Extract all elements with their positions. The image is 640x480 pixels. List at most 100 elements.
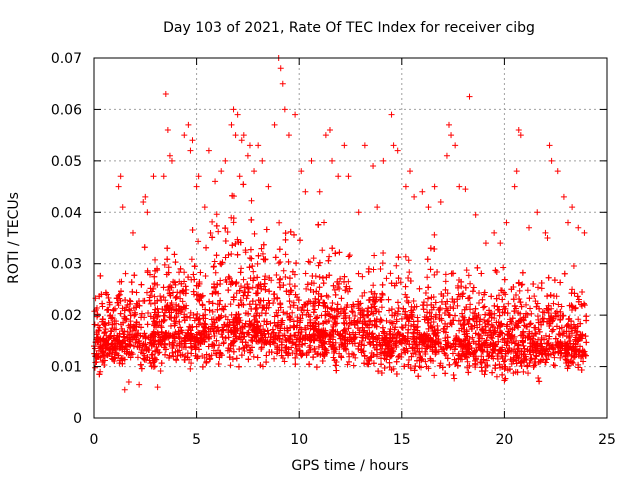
data-point: [510, 370, 517, 377]
data-point: [329, 245, 336, 252]
data-point: [367, 317, 374, 324]
data-point: [432, 299, 439, 306]
data-point: [165, 305, 172, 312]
data-point: [176, 305, 183, 312]
data-point: [535, 359, 542, 366]
data-point: [463, 267, 470, 274]
data-point: [304, 281, 311, 288]
data-point: [512, 357, 519, 364]
data-point: [442, 370, 449, 377]
data-point: [164, 245, 171, 252]
data-point: [269, 326, 276, 333]
data-point: [215, 360, 222, 367]
data-point: [528, 355, 535, 362]
data-point: [278, 321, 285, 328]
data-point: [187, 365, 194, 372]
data-point: [272, 322, 279, 329]
data-point: [459, 293, 466, 300]
data-point: [431, 372, 438, 379]
data-point: [558, 303, 565, 310]
data-point: [520, 368, 527, 375]
data-point: [310, 255, 317, 262]
data-point: [151, 318, 158, 325]
data-point: [209, 218, 216, 225]
data-point: [578, 366, 585, 373]
data-point: [427, 266, 434, 273]
data-point: [392, 324, 399, 331]
data-point: [106, 301, 113, 308]
data-point: [431, 271, 438, 278]
data-point: [563, 328, 570, 335]
data-point: [315, 262, 322, 269]
data-point: [259, 250, 266, 257]
data-point: [410, 350, 417, 357]
data-point: [380, 250, 387, 257]
data-point: [402, 283, 409, 290]
data-point: [213, 337, 220, 344]
data-point: [501, 377, 508, 384]
data-point: [248, 255, 255, 262]
data-point: [152, 319, 159, 326]
data-point: [399, 324, 406, 331]
data-point: [122, 337, 129, 344]
data-point: [157, 368, 164, 375]
data-point: [241, 284, 248, 291]
data-point: [225, 287, 232, 294]
data-point: [116, 291, 123, 298]
data-point: [137, 332, 144, 339]
data-point: [460, 290, 467, 297]
data-point: [504, 321, 511, 328]
data-point: [165, 284, 172, 291]
data-point: [482, 311, 489, 318]
data-point: [532, 324, 539, 331]
data-point: [289, 349, 296, 356]
data-point: [572, 353, 579, 360]
data-point: [536, 378, 543, 385]
data-point: [94, 313, 101, 320]
data-point: [567, 338, 574, 345]
data-point: [511, 346, 518, 353]
data-point: [277, 275, 284, 282]
data-point: [152, 256, 159, 263]
data-point: [545, 352, 552, 359]
data-point: [545, 274, 552, 281]
data-point: [310, 300, 317, 307]
data-point: [371, 252, 378, 259]
data-point: [505, 300, 512, 307]
data-point: [331, 357, 338, 364]
data-point: [99, 300, 106, 307]
data-point: [405, 257, 412, 264]
data-point: [343, 320, 350, 327]
data-point: [109, 321, 116, 328]
chart-title: Day 103 of 2021, Rate Of TEC Index for r…: [163, 20, 535, 36]
data-point: [428, 315, 435, 322]
data-point: [153, 343, 160, 350]
data-point: [365, 305, 372, 312]
data-point: [381, 329, 388, 336]
data-point: [451, 346, 458, 353]
data-point: [229, 242, 236, 249]
data-point: [499, 371, 506, 378]
data-point: [176, 269, 183, 276]
data-point: [333, 362, 340, 369]
data-point: [513, 337, 520, 344]
data-point: [219, 259, 226, 266]
data-point: [131, 272, 138, 279]
data-point: [552, 310, 559, 317]
data-point: [178, 280, 185, 287]
data-point: [480, 304, 487, 311]
data-point: [378, 317, 385, 324]
data-point: [274, 295, 281, 302]
data-point: [127, 312, 134, 319]
data-point: [211, 332, 218, 339]
data-point: [557, 308, 564, 315]
data-point: [393, 318, 400, 325]
data-point: [395, 353, 402, 360]
data-point: [489, 335, 496, 342]
data-point: [214, 306, 221, 313]
data-point: [525, 370, 532, 377]
data-point: [424, 295, 431, 302]
data-point: [166, 352, 173, 359]
data-point: [318, 293, 325, 300]
data-point: [550, 300, 557, 307]
